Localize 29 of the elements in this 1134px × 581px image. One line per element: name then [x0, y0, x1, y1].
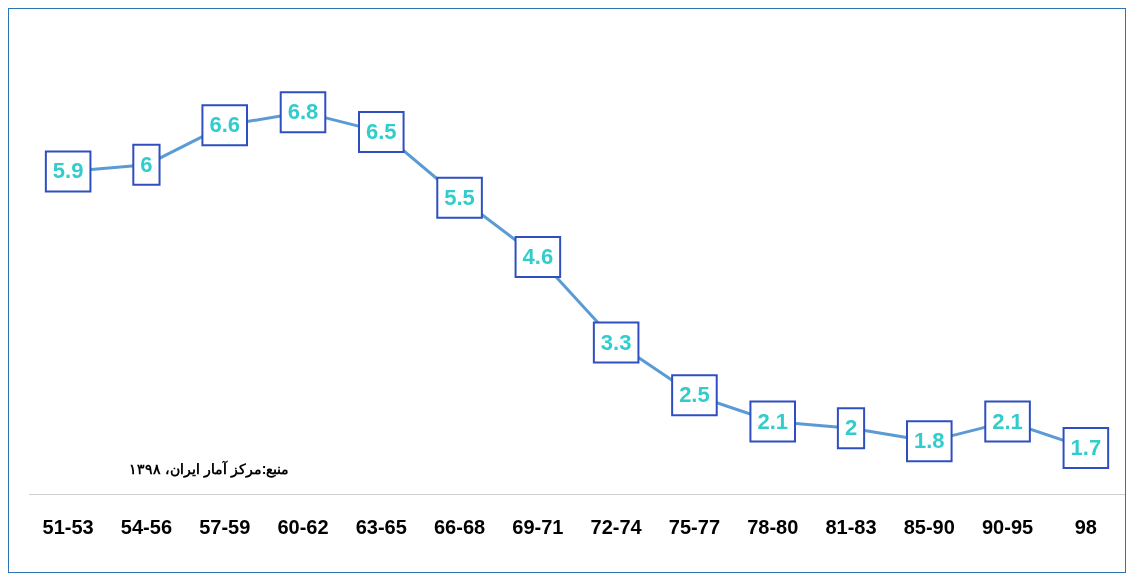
x-tick-label: 57-59: [199, 515, 251, 538]
x-tick-label: 60-62: [277, 515, 329, 538]
data-label: 2.5: [679, 382, 710, 408]
data-label: 5.9: [52, 158, 84, 184]
x-tick-label: 63-65: [355, 515, 407, 538]
x-tick-label: 75-77: [668, 515, 721, 538]
x-tick-label: 78-80: [747, 515, 799, 538]
x-tick-label: 81-83: [825, 515, 877, 538]
x-tick-label: 72-74: [590, 515, 643, 538]
data-label: 5.5: [444, 184, 475, 210]
data-label: 6: [140, 151, 153, 177]
x-tick-label: 54-56: [120, 515, 173, 538]
x-tick-label: 98: [1074, 515, 1097, 538]
data-label: 2: [844, 415, 858, 441]
data-label: 2.1: [992, 408, 1023, 434]
x-tick-label: 85-90: [903, 515, 955, 538]
x-tick-label: 51-53: [42, 515, 94, 538]
data-label: 3.3: [600, 329, 632, 355]
data-label: 2.1: [757, 408, 789, 434]
x-tick-label: 66-68: [433, 515, 486, 538]
data-label: 4.6: [522, 244, 554, 270]
x-tick-label: 69-71: [512, 515, 564, 538]
data-label: 1.7: [1070, 434, 1102, 460]
data-label: 6.8: [287, 99, 319, 125]
data-label: 1.8: [913, 428, 945, 454]
data-label: 6.5: [365, 118, 397, 144]
text: منبع:مرکز آمار ایران، ۱۳۹۸: [129, 461, 290, 477]
x-tick-label: 90-95: [981, 515, 1034, 538]
data-label: 6.6: [209, 112, 241, 138]
